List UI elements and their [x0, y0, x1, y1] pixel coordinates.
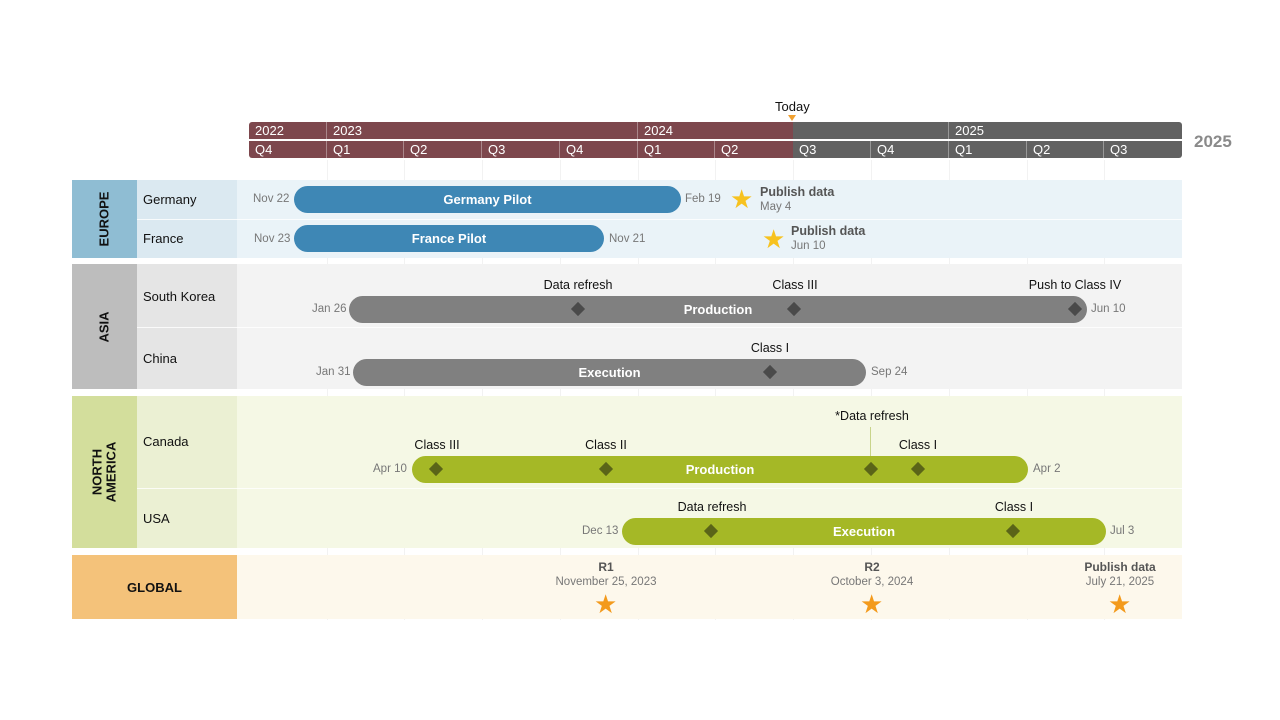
task-bar-france-pilot[interactable]: France Pilot — [294, 225, 604, 252]
bar-start-date: Nov 22 — [253, 193, 290, 205]
star-icon[interactable]: ★ — [1108, 589, 1132, 619]
star-icon[interactable]: ★ — [860, 589, 884, 619]
group-label-north-america: NORTH AMERICA — [72, 396, 137, 548]
task-bar-china-execution[interactable]: Execution — [353, 359, 866, 386]
milestone-label: Class III — [414, 438, 460, 452]
quarter-cell: Q1 — [949, 141, 1027, 158]
bar-end-date: Sep 24 — [871, 366, 908, 378]
milestone-label: *Data refresh — [835, 409, 909, 423]
row-label-germany: Germany — [143, 192, 197, 207]
task-bar-south-korea-production[interactable]: Production — [349, 296, 1087, 323]
group-label-europe: EUROPE — [72, 180, 137, 258]
milestone-date: October 3, 2024 — [830, 576, 914, 588]
task-bar-canada-production[interactable]: Production — [412, 456, 1028, 483]
bar-start-date: Jan 31 — [316, 366, 351, 378]
grid-line — [1104, 160, 1105, 620]
bar-end-date: Nov 21 — [609, 233, 646, 245]
milestone-label: Class I — [994, 500, 1034, 514]
milestone-title: Publish data — [791, 224, 866, 238]
task-bar-germany-pilot[interactable]: Germany Pilot — [294, 186, 681, 213]
milestone-title: R2 — [864, 560, 880, 574]
quarter-cell: Q1 — [327, 141, 404, 158]
grid-line — [638, 160, 639, 620]
grid-line — [871, 160, 872, 620]
quarter-cell: Q1 — [638, 141, 715, 158]
milestone-title: Publish data — [1084, 560, 1156, 574]
milestone-label: Class I — [750, 341, 790, 355]
today-marker-icon — [788, 115, 796, 121]
year-cell: 2022 — [249, 122, 327, 139]
quarter-cell: Q2 — [715, 141, 793, 158]
bar-start-date: Apr 10 — [373, 463, 407, 475]
quarter-cell: Q4 — [249, 141, 327, 158]
year-cell: 2024 — [638, 122, 793, 139]
grid-line — [482, 160, 483, 620]
milestone-date: November 25, 2023 — [555, 576, 657, 588]
bar-start-date: Dec 13 — [582, 525, 619, 537]
grid-line — [793, 160, 794, 620]
milestone-label: Class II — [585, 438, 627, 452]
quarter-cell: Q3 — [793, 141, 871, 158]
quarter-cell: Q4 — [871, 141, 949, 158]
milestone-date: May 4 — [760, 201, 792, 213]
bar-end-date: Jul 3 — [1110, 525, 1135, 537]
grid-line — [949, 160, 950, 620]
row-label-china: China — [143, 351, 177, 366]
grid-line — [1027, 160, 1028, 620]
milestone-label: Data refresh — [543, 278, 613, 292]
quarter-cell: Q3 — [1104, 141, 1182, 158]
grid-line — [327, 160, 328, 620]
star-icon[interactable]: ★ — [730, 184, 754, 214]
year-cell: 2023 — [327, 122, 638, 139]
year-cell-continuation — [793, 122, 949, 139]
bar-start-date: Jan 26 — [312, 303, 347, 315]
task-bar-usa-execution[interactable]: Execution — [622, 518, 1106, 545]
milestone-label: Data refresh — [677, 500, 747, 514]
group-global: GLOBAL — [72, 555, 1182, 619]
bar-end-date: Feb 19 — [685, 193, 721, 205]
row-label-south-korea: South Korea — [143, 289, 216, 304]
quarter-cell: Q4 — [560, 141, 638, 158]
quarter-cell: Q2 — [404, 141, 482, 158]
bar-end-date: Jun 10 — [1091, 303, 1126, 315]
callout-line — [870, 427, 871, 457]
row-label-canada: Canada — [143, 434, 189, 449]
bar-end-date: Apr 2 — [1033, 463, 1061, 475]
grid-line — [715, 160, 716, 620]
star-icon[interactable]: ★ — [762, 224, 786, 254]
group-asia: ASIA South Korea China — [72, 264, 1182, 389]
milestone-label: Class I — [898, 438, 938, 452]
milestone-label: Class III — [772, 278, 818, 292]
group-label-global: GLOBAL — [72, 555, 237, 619]
milestone-title: Publish data — [760, 185, 835, 199]
grid-line — [404, 160, 405, 620]
today-label: Today — [775, 99, 810, 114]
row-label-france: France — [143, 231, 184, 246]
group-label-asia: ASIA — [72, 264, 137, 389]
milestone-label: Push to Class IV — [1028, 278, 1122, 292]
quarter-cell: Q3 — [482, 141, 560, 158]
star-icon[interactable]: ★ — [594, 589, 618, 619]
grid-line — [560, 160, 561, 620]
quarter-cell: Q2 — [1027, 141, 1104, 158]
row-label-usa: USA — [143, 511, 170, 526]
bar-start-date: Nov 23 — [254, 233, 291, 245]
milestone-title: R1 — [598, 560, 614, 574]
milestone-date: Jun 10 — [791, 240, 826, 252]
side-year-label: 2025 — [1194, 132, 1232, 151]
milestone-date: July 21, 2025 — [1085, 576, 1155, 588]
year-cell: 2025 — [949, 122, 1182, 139]
